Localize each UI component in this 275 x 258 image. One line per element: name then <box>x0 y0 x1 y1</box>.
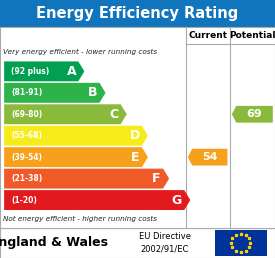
Bar <box>0 228 275 258</box>
Polygon shape <box>4 126 148 146</box>
Bar <box>0 27 275 228</box>
Text: A: A <box>67 65 76 78</box>
Text: E: E <box>131 151 140 164</box>
Text: (81-91): (81-91) <box>11 88 42 97</box>
Text: F: F <box>152 172 161 185</box>
Text: Very energy efficient - lower running costs: Very energy efficient - lower running co… <box>3 49 157 55</box>
Text: 54: 54 <box>202 152 218 162</box>
Text: EU Directive
2002/91/EC: EU Directive 2002/91/EC <box>139 232 191 253</box>
Text: Current: Current <box>188 31 227 40</box>
Polygon shape <box>4 147 148 167</box>
Text: (55-68): (55-68) <box>11 131 42 140</box>
Polygon shape <box>4 104 127 124</box>
Text: Not energy efficient - higher running costs: Not energy efficient - higher running co… <box>3 216 157 222</box>
Text: D: D <box>130 129 140 142</box>
Text: Energy Efficiency Rating: Energy Efficiency Rating <box>36 6 239 21</box>
Polygon shape <box>188 149 227 166</box>
Text: (39-54): (39-54) <box>11 153 42 162</box>
Polygon shape <box>4 61 84 81</box>
Polygon shape <box>4 169 169 189</box>
Text: (21-38): (21-38) <box>11 174 42 183</box>
Text: B: B <box>88 86 97 99</box>
Text: (1-20): (1-20) <box>11 196 37 205</box>
Polygon shape <box>4 83 106 103</box>
Text: G: G <box>172 194 182 207</box>
Bar <box>214 230 267 256</box>
Text: (69-80): (69-80) <box>11 110 42 119</box>
Text: (92 plus): (92 plus) <box>11 67 49 76</box>
Bar <box>0 0 275 27</box>
Text: C: C <box>109 108 119 121</box>
Polygon shape <box>232 106 273 123</box>
Text: 69: 69 <box>247 109 262 119</box>
Text: Potential: Potential <box>229 31 275 40</box>
Text: England & Wales: England & Wales <box>0 236 109 249</box>
Polygon shape <box>4 190 190 210</box>
